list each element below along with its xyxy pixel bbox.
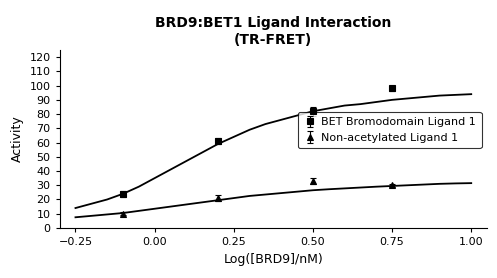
Legend: BET Bromodomain Ligand 1, Non-acetylated Ligand 1: BET Bromodomain Ligand 1, Non-acetylated… [298,112,482,148]
Y-axis label: Activity: Activity [11,116,24,162]
Title: BRD9:BET1 Ligand Interaction
(TR-FRET): BRD9:BET1 Ligand Interaction (TR-FRET) [155,16,392,48]
X-axis label: Log([BRD9]/nM): Log([BRD9]/nM) [224,252,323,265]
